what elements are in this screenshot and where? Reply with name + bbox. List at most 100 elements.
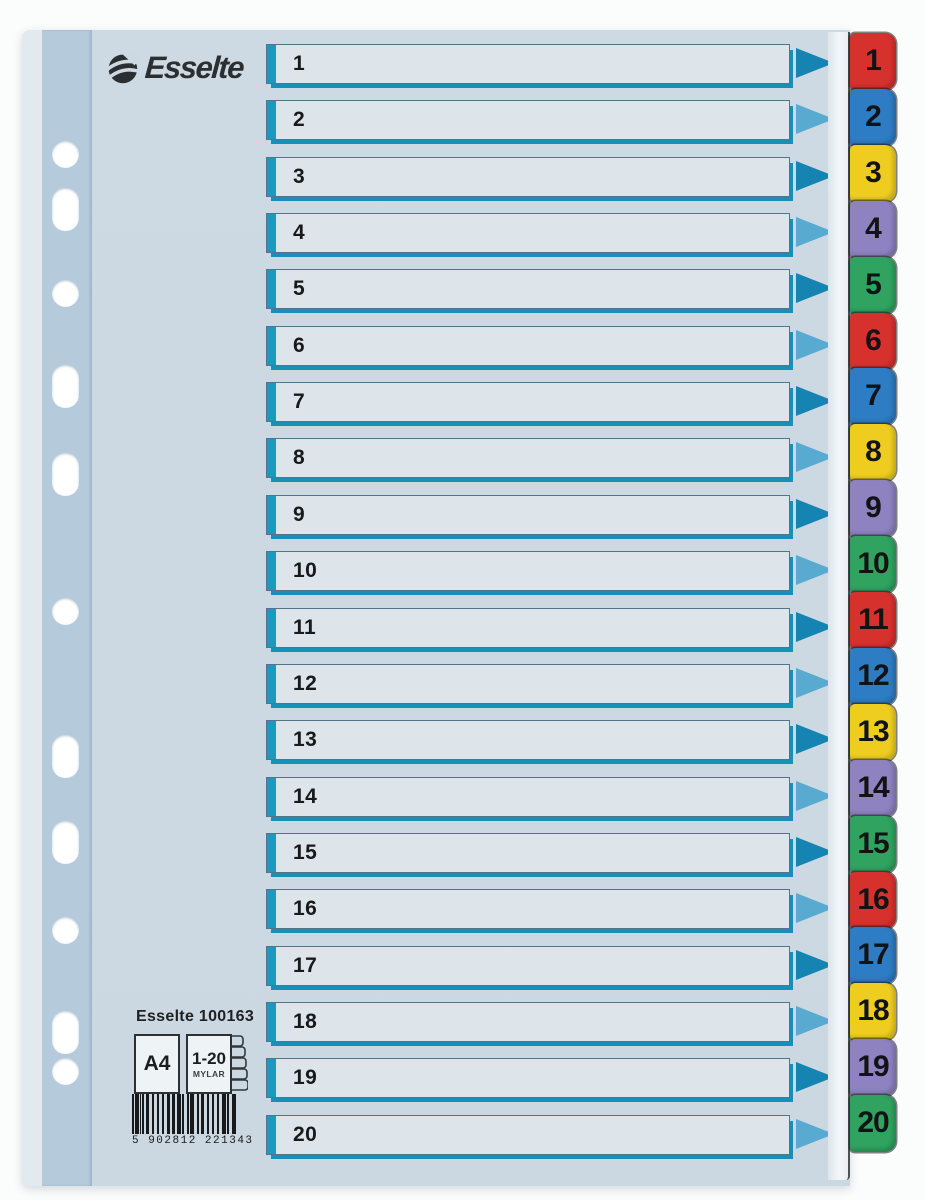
index-row: 18 xyxy=(22,1001,850,1048)
row-number-box: 9 xyxy=(266,494,790,535)
arrow-right-icon xyxy=(796,217,834,248)
tab-number-label: 12 xyxy=(857,658,889,692)
row-number-label: 11 xyxy=(293,615,317,639)
index-tab: 14 xyxy=(850,759,896,817)
index-tab: 16 xyxy=(850,871,896,929)
row-number-box: 1 xyxy=(266,44,790,84)
row-number-box: 13 xyxy=(266,720,790,761)
arrow-right-icon xyxy=(796,160,834,191)
arrow-right-icon xyxy=(796,555,834,586)
row-number-label: 15 xyxy=(293,840,318,864)
arrow-right-icon xyxy=(796,1062,834,1093)
index-row: 2 xyxy=(22,100,850,146)
row-number-box: 5 xyxy=(266,269,790,310)
arrow-right-icon xyxy=(796,780,834,811)
sheet-stack-right-edge xyxy=(828,32,850,1180)
index-row: 7 xyxy=(22,382,850,428)
index-row: 14 xyxy=(22,776,850,823)
arrow-right-icon xyxy=(796,611,834,642)
row-number-label: 8 xyxy=(293,446,306,470)
arrow-right-icon xyxy=(796,1118,834,1149)
arrow-right-icon xyxy=(796,949,834,980)
index-tab: 6 xyxy=(850,312,896,370)
tab-number-label: 3 xyxy=(865,155,882,189)
tab-number-label: 19 xyxy=(857,1050,889,1084)
tab-number-label: 13 xyxy=(857,714,889,748)
row-number-box: 14 xyxy=(266,776,790,817)
arrow-right-icon xyxy=(796,724,834,755)
tab-number-label: 18 xyxy=(857,994,889,1028)
arrow-right-icon xyxy=(796,48,834,78)
punch-hole xyxy=(52,280,79,307)
index-row: 19 xyxy=(22,1058,850,1104)
index-row: 13 xyxy=(22,720,850,766)
row-number-label: 13 xyxy=(293,728,318,752)
index-tab: 3 xyxy=(850,144,896,202)
tab-number-label: 4 xyxy=(865,211,882,245)
punch-hole xyxy=(52,1011,79,1054)
punch-hole xyxy=(52,365,79,408)
index-row: 5 xyxy=(22,269,850,315)
row-number-box: 2 xyxy=(266,100,790,141)
row-number-box: 6 xyxy=(266,325,790,366)
barcode-digits: 5 902812 221343 xyxy=(132,1135,254,1147)
punch-hole xyxy=(52,1058,79,1085)
row-number-label: 1 xyxy=(293,52,306,75)
tab-number-label: 9 xyxy=(865,491,882,525)
row-number-box: 15 xyxy=(266,832,790,873)
index-tab: 20 xyxy=(850,1095,896,1153)
index-row: 16 xyxy=(22,889,850,935)
index-row: 12 xyxy=(22,663,850,710)
row-number-box: 4 xyxy=(266,213,790,254)
arrow-right-icon xyxy=(796,386,834,417)
punch-hole xyxy=(52,821,79,864)
index-tab: 18 xyxy=(850,983,896,1041)
index-row: 4 xyxy=(22,213,850,259)
tab-number-label: 5 xyxy=(865,267,882,301)
index-tab: 12 xyxy=(850,647,896,705)
arrow-right-icon xyxy=(796,667,834,698)
punch-hole xyxy=(52,917,79,944)
arrow-right-icon xyxy=(796,442,834,473)
row-number-box: 19 xyxy=(266,1058,790,1099)
index-tab: 7 xyxy=(850,368,896,426)
tab-number-label: 2 xyxy=(865,99,882,133)
punch-hole xyxy=(52,453,79,496)
format-label: A4 xyxy=(143,1052,171,1075)
arrow-right-icon xyxy=(796,104,834,135)
punch-hole xyxy=(52,188,79,231)
index-tab: 9 xyxy=(850,480,896,538)
index-tab: 5 xyxy=(850,256,896,314)
row-number-box: 8 xyxy=(266,438,790,479)
row-number-box: 10 xyxy=(266,551,790,592)
sheet-left-edge xyxy=(22,30,42,1186)
barcode: 5 902812 221343 xyxy=(132,1094,254,1150)
row-number-label: 7 xyxy=(293,390,306,414)
index-row: 15 xyxy=(22,832,850,879)
row-number-box: 3 xyxy=(266,156,790,197)
index-row: 9 xyxy=(22,494,850,541)
index-tab: 2 xyxy=(850,88,896,146)
range-spec-box: 1-20 MYLAR xyxy=(186,1034,232,1094)
row-number-label: 20 xyxy=(293,1122,318,1146)
row-number-box: 18 xyxy=(266,1001,790,1042)
index-tab: 13 xyxy=(850,703,896,761)
row-number-box: 12 xyxy=(266,663,790,704)
row-number-box: 11 xyxy=(266,607,790,648)
index-row: 3 xyxy=(22,156,850,203)
esselte-swoosh-icon xyxy=(104,52,140,84)
row-number-box: 20 xyxy=(266,1114,790,1155)
row-number-label: 4 xyxy=(293,221,306,245)
index-row: 20 xyxy=(22,1114,850,1161)
row-number-label: 2 xyxy=(293,108,306,132)
index-rows: 1 2 3 4 5 6 7 8 9 10 11 12 13 14 15 16 17 18 19 20 xyxy=(22,30,850,1186)
arrow-right-icon xyxy=(796,1005,834,1036)
index-tab: 17 xyxy=(850,927,896,985)
tab-number-label: 7 xyxy=(865,379,882,413)
barcode-bars xyxy=(132,1094,236,1134)
tab-number-label: 16 xyxy=(857,882,889,916)
material-label: MYLAR xyxy=(192,1069,226,1079)
tab-number-label: 15 xyxy=(857,826,889,860)
row-number-box: 7 xyxy=(266,382,790,423)
